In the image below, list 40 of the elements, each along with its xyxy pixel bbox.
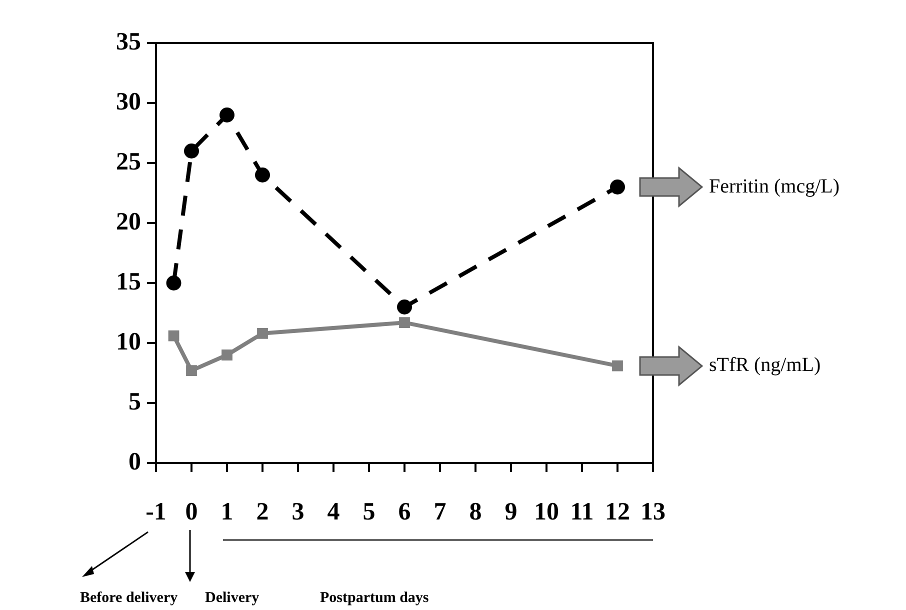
x-tick-label: 12 (605, 498, 630, 526)
text: Before delivery (80, 590, 178, 607)
point (166, 276, 182, 290)
point (612, 360, 623, 372)
point (255, 168, 270, 182)
y-tick-label: 30 (116, 88, 141, 116)
y-tick-label: 15 (116, 268, 141, 296)
text: sTfR (ng/mL) (709, 354, 821, 376)
y-tick-label: 25 (116, 148, 141, 176)
y-tick-label: 0 (128, 448, 141, 476)
y-tick-label: 5 (128, 388, 141, 416)
x-tick-label: 4 (327, 498, 340, 526)
x-tick-label: 0 (185, 498, 198, 526)
x-tick-label: 7 (434, 498, 446, 526)
x-tick-label: 1 (220, 498, 234, 526)
point (168, 330, 180, 342)
point (397, 300, 412, 314)
text: Delivery (205, 590, 260, 607)
point (220, 108, 234, 122)
point (610, 180, 625, 194)
point (222, 350, 232, 360)
point (257, 328, 268, 339)
x-tick-label: 6 (398, 498, 411, 526)
y-tick-label: 35 (116, 28, 141, 56)
x-tick-label: 3 (292, 498, 304, 526)
x-tick-label: 13 (640, 498, 666, 526)
x-tick-label: -1 (146, 498, 166, 526)
point (184, 144, 199, 158)
x-tick-label: 11 (570, 498, 594, 526)
y-tick-label: 10 (116, 328, 141, 356)
x-tick-label: 5 (362, 498, 376, 526)
point (399, 317, 410, 328)
x-tick-label: 2 (256, 498, 269, 526)
x-tick-label: 10 (534, 498, 559, 526)
text: Ferritin (mcg/L) (709, 175, 840, 198)
point (186, 365, 197, 376)
x-tick-label: 8 (469, 498, 482, 526)
x-tick-label: 9 (504, 498, 518, 526)
text: Postpartum days (320, 590, 429, 607)
y-tick-label: 20 (116, 208, 141, 236)
